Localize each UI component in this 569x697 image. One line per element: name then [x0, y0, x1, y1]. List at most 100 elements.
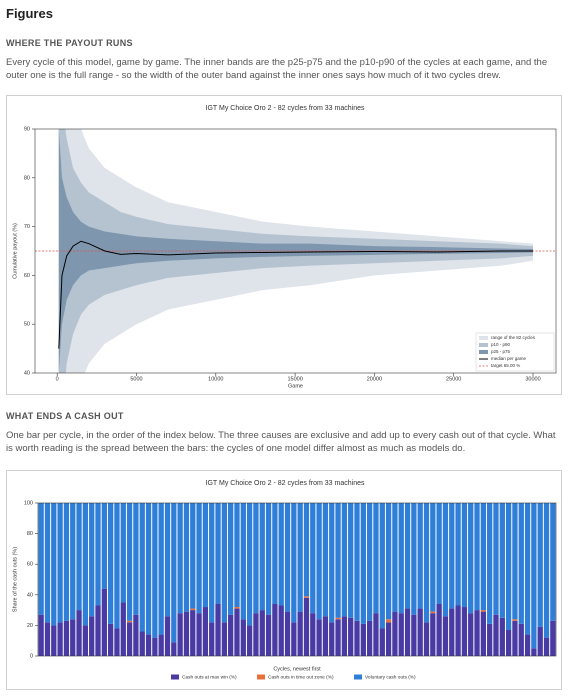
bar-segment [366, 620, 373, 656]
y-tick-label: 90 [24, 126, 30, 132]
bar-segment [531, 503, 537, 649]
bar-segment [512, 619, 518, 621]
bar-segment [95, 605, 101, 656]
bar-segment [278, 503, 284, 606]
bar-segment [171, 642, 177, 656]
chart-title: IGT My Choice Oro 2 - 82 cycles from 33 … [206, 105, 365, 112]
bar-segment [303, 503, 310, 597]
bar-segment [449, 503, 455, 609]
bar-segment [543, 503, 550, 638]
bar-segment [329, 503, 335, 623]
bar-segment [76, 610, 82, 656]
bar-segment [430, 611, 436, 614]
bar-segment [335, 619, 341, 656]
bar-segment [215, 503, 221, 604]
legend-swatch [354, 674, 362, 680]
bar-segment [51, 625, 57, 656]
bar-segment [430, 613, 436, 656]
bar-segment [253, 613, 259, 656]
bar-segment [209, 622, 215, 656]
bar-segment [126, 503, 133, 621]
bar-segment [272, 603, 278, 656]
bar-segment [524, 634, 531, 656]
y-tick-label: 50 [24, 322, 30, 328]
section-text: One bar per cycle, in the order of the i… [6, 430, 556, 454]
bar-segment [348, 503, 354, 618]
legend-swatch [257, 674, 265, 680]
bar-segment [373, 613, 379, 656]
bar-segment [95, 503, 101, 606]
bar-segment [310, 613, 316, 656]
bar-segment [101, 503, 107, 589]
bar-segment [360, 623, 366, 656]
bar-segment [259, 610, 265, 656]
bar-segment [120, 602, 126, 656]
bar-segment [316, 503, 322, 620]
plot-frame [37, 502, 557, 657]
bar-segment [303, 597, 310, 656]
legend-label: p25 - p75 [491, 349, 511, 354]
bar-segment [272, 503, 278, 604]
bar-segment [373, 503, 379, 614]
bar-segment [398, 503, 404, 614]
bar-segment [461, 503, 468, 608]
bar-segment [253, 503, 259, 614]
bar-segment [436, 603, 442, 656]
bar-segment [259, 503, 265, 611]
bar-segment [164, 503, 171, 617]
bar-segment [57, 503, 63, 623]
bar-segment [518, 623, 524, 656]
bar-segment [499, 503, 505, 618]
legend-label: range of the 82 cycles [491, 335, 536, 340]
bar-segment [234, 503, 240, 608]
bar-segment [322, 503, 329, 617]
heading: Figures [6, 6, 53, 21]
bar-segment [316, 619, 322, 656]
bar-segment [379, 628, 385, 656]
legend-label: Cash outs at max win (%) [182, 674, 237, 680]
bar-segment [385, 622, 392, 656]
plot-frame [34, 128, 557, 374]
bar-segment [158, 634, 164, 656]
bar-segment [436, 503, 442, 604]
bar-segment [183, 503, 190, 612]
bar-segment [152, 503, 158, 638]
bar-segment [297, 503, 303, 612]
bar-segment [120, 503, 126, 603]
plot-area [35, 129, 556, 373]
bar-segment [228, 503, 234, 615]
bar-segment [537, 503, 543, 627]
bar-segment [70, 503, 76, 620]
bar-segment [392, 503, 398, 612]
bar-segment [360, 503, 366, 624]
bar-segment [107, 623, 114, 656]
bar-segment [398, 613, 404, 656]
bar-segment [164, 616, 171, 656]
legend-swatch [479, 343, 488, 347]
y-tick-label: 60 [27, 562, 33, 568]
bar-segment [63, 620, 70, 656]
bar-segment [442, 503, 449, 617]
bar-segment [196, 503, 202, 614]
bar-segment [512, 620, 518, 656]
bar-segment [209, 503, 215, 623]
x-tick-label: 0 [56, 376, 59, 382]
x-tick-label: 30000 [525, 376, 540, 382]
bar-segment [177, 613, 183, 656]
bar-segment [139, 503, 145, 632]
bar-segment [474, 503, 480, 611]
median-line [58, 240, 534, 349]
legend-box [475, 332, 555, 372]
bar-segment [82, 503, 89, 626]
bar-segment [404, 608, 411, 656]
bar-segment [70, 619, 76, 656]
x-tick-label: 5000 [130, 376, 142, 382]
legend-swatch [479, 350, 488, 354]
y-axis-label: Share of the cash outs (%) [12, 547, 18, 612]
bar-segment [190, 610, 196, 656]
bar-segment [234, 608, 240, 656]
bar-segment [423, 622, 430, 656]
section-title: WHAT ENDS A CASH OUT [6, 411, 124, 421]
bar-segment [177, 503, 183, 614]
bar-segment [291, 622, 297, 656]
